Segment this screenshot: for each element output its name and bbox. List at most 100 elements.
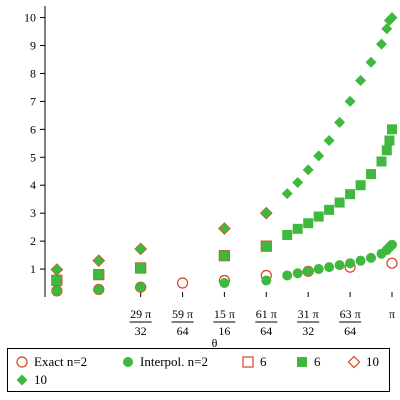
y-tick-label: 4 (30, 178, 36, 192)
data-point-series-2 (282, 270, 293, 281)
legend-marker (16, 374, 28, 386)
x-tick-label: π (389, 307, 395, 321)
data-point-series-4 (282, 229, 293, 240)
x-tick-label: 29 π (130, 307, 151, 321)
data-point-series-6 (344, 95, 356, 107)
data-point-series-4 (303, 218, 314, 229)
data-point-series-6 (365, 56, 377, 68)
x-tick-label-denominator: 16 (218, 324, 230, 338)
data-point-series-2 (303, 266, 314, 277)
legend-marker (16, 356, 28, 368)
legend-label: 6 (314, 354, 321, 369)
data-point-series-2 (387, 239, 397, 250)
x-tick-label-denominator: 64 (260, 324, 272, 338)
data-point-series-4 (384, 135, 395, 146)
data-point-series-4 (381, 145, 392, 156)
x-tick-label: 59 π (172, 307, 193, 321)
data-point-series-2 (355, 255, 366, 266)
legend-label: 10 (366, 354, 379, 369)
data-point-series-2 (334, 260, 345, 271)
y-tick-label: 10 (24, 11, 36, 25)
y-tick-label: 9 (30, 39, 36, 53)
legend-marker-symbol (16, 356, 28, 368)
data-point-series-6 (323, 135, 335, 147)
legend-item: 6 (240, 353, 267, 371)
legend-marker (123, 357, 133, 367)
data-point-series-4 (355, 180, 366, 191)
data-point-series-4 (261, 241, 272, 252)
legend-item: 6 (294, 353, 321, 371)
data-point-series-6 (218, 223, 230, 235)
data-point-series-6 (334, 116, 346, 128)
data-point-series-1 (176, 277, 189, 289)
data-point-series-6 (281, 188, 293, 200)
data-point-series-6 (313, 150, 325, 162)
data-point-series-6 (355, 74, 367, 86)
x-tick-label-denominator: 32 (302, 324, 314, 338)
data-point-series-4 (219, 250, 230, 261)
legend-label: 10 (34, 372, 47, 387)
legend-marker-symbol (242, 356, 254, 368)
data-point-series-2 (93, 284, 104, 295)
data-point-series-2 (366, 252, 377, 263)
data-point-series-6 (302, 164, 314, 176)
data-point-series-4 (135, 262, 146, 273)
x-tick-label-denominator: 64 (344, 324, 356, 338)
y-tick-label: 1 (30, 262, 36, 276)
data-point-series-4 (345, 189, 356, 200)
data-point-series-2 (345, 258, 356, 269)
data-point-series-2 (313, 264, 324, 275)
legend-item: 10 (14, 371, 47, 389)
data-point-series-4 (313, 211, 324, 222)
x-tick-label-denominator: 32 (135, 324, 147, 338)
y-tick-label: 8 (30, 66, 36, 80)
x-tick-label: 63 π (340, 307, 361, 321)
legend-marker (347, 355, 361, 369)
legend-marker-symbol (297, 357, 307, 367)
data-point-series-6 (260, 207, 272, 219)
x-tick-label: 61 π (256, 307, 277, 321)
data-point-series-4 (292, 223, 303, 234)
data-point-series-2 (261, 275, 272, 286)
legend-marker (297, 357, 307, 367)
legend-marker-symbol (123, 357, 133, 367)
data-point-series-2 (51, 285, 62, 296)
data-point-series-4 (376, 156, 387, 167)
y-tick-label: 3 (30, 206, 36, 220)
data-point-series-6 (381, 23, 393, 35)
y-tick-label: 5 (30, 150, 36, 164)
data-point-series-1 (386, 257, 398, 269)
data-point-series-2 (324, 262, 335, 273)
legend-marker-symbol (16, 374, 28, 386)
x-tick-label: 31 π (298, 307, 319, 321)
legend-marker-symbol (347, 355, 361, 369)
scatter-plot: 1 2 3 4 5 6 7 8 9 10 29 π 32 59 π 64 15 π 16 61 π 64 31 π 3… (24, 6, 398, 350)
data-point-series-6 (292, 176, 304, 188)
data-point-series-2 (292, 268, 303, 279)
legend-label: 6 (260, 354, 267, 369)
data-point-series-4 (366, 169, 377, 180)
data-point-series-4 (324, 204, 335, 215)
data-point-series-6 (135, 243, 147, 255)
legend-item: Exact n=2 (14, 353, 87, 371)
x-tick-label: 15 π (214, 307, 235, 321)
y-tick-label: 2 (30, 234, 36, 248)
data-point-series-6 (51, 264, 63, 276)
legend-item: Interpol. n=2 (120, 353, 208, 371)
x-axis-label: θ (212, 336, 218, 350)
data-point-series-4 (51, 275, 62, 286)
data-point-series-6 (376, 38, 388, 50)
data-point-series-4 (93, 269, 104, 280)
data-point-series-2 (135, 282, 146, 293)
legend-item: 10 (346, 353, 379, 371)
legend-label: Exact n=2 (34, 354, 88, 369)
data-point-series-2 (219, 278, 230, 289)
data-point-series-4 (334, 197, 345, 208)
legend-label: Interpol. n=2 (140, 354, 208, 369)
y-tick-label: 7 (30, 94, 36, 108)
data-point-series-6 (93, 255, 105, 267)
data-point-series-6 (386, 12, 398, 24)
legend-marker (242, 356, 254, 368)
x-tick-label-denominator: 64 (177, 324, 189, 338)
y-tick-label: 6 (30, 122, 36, 136)
